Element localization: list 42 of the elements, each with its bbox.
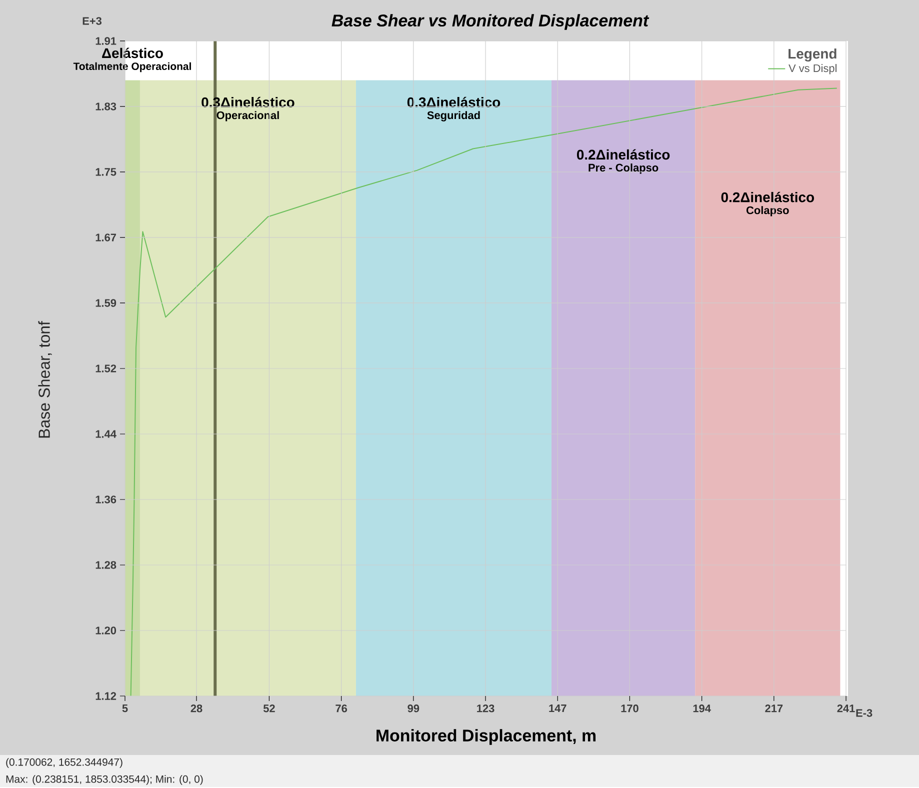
annotation: Totalmente Operacional bbox=[73, 62, 191, 72]
y-tick-label: 1.75 bbox=[96, 168, 116, 176]
annotation: Operacional bbox=[216, 111, 279, 122]
y-axis-title: Base Shear, tonf bbox=[38, 320, 52, 438]
line-series bbox=[130, 88, 838, 696]
text: Max: (0.238151, 1853.033544); Min: (0, 0) bbox=[6, 775, 203, 785]
x-tick-label: 123 bbox=[477, 704, 494, 712]
y-tick-label: 1.52 bbox=[96, 364, 116, 372]
band-label: 0.2Δinelástico bbox=[721, 192, 814, 202]
x-tick-label: 241 bbox=[837, 704, 855, 712]
x-tick-label: 28 bbox=[190, 704, 202, 712]
legend-label: V vs Displ bbox=[788, 64, 836, 74]
text: E-3 bbox=[856, 709, 872, 717]
x-tick-label: 5 bbox=[122, 704, 128, 712]
text: (0.170062, 1652.344947) bbox=[6, 758, 122, 768]
y-tick-label: 1.36 bbox=[96, 496, 116, 504]
chart-title: Base Shear vs Monitored Displacement bbox=[332, 14, 650, 30]
x-tick-label: 99 bbox=[408, 704, 420, 712]
x-axis-title: Monitored Displacement, m bbox=[376, 729, 596, 745]
y-tick-label: 1.67 bbox=[96, 234, 116, 242]
y-tick-label: 1.20 bbox=[96, 626, 116, 634]
y-tick-label: 1.59 bbox=[96, 299, 116, 307]
x-tick-label: 217 bbox=[765, 704, 783, 712]
y-tick-label: 1.91 bbox=[96, 37, 116, 45]
band-label: 0.3Δinelástico bbox=[202, 96, 294, 108]
band-label: Δelástico bbox=[102, 48, 163, 58]
legend-title: Legend bbox=[788, 48, 836, 62]
band-label: 0.3Δinelástico bbox=[407, 96, 500, 108]
x-tick-label: 52 bbox=[263, 704, 275, 712]
annotation: Colapso bbox=[746, 206, 789, 216]
y-tick-label: 1.12 bbox=[96, 692, 116, 700]
y-tick-label: 1.83 bbox=[96, 102, 116, 110]
annotation: Seguridad bbox=[427, 111, 480, 122]
x-tick-label: 194 bbox=[693, 704, 711, 712]
y-tick-label: 1.44 bbox=[96, 430, 116, 438]
x-tick-label: 147 bbox=[549, 704, 566, 712]
annotation: Pre - Colapso bbox=[588, 163, 658, 174]
text: E+3 bbox=[82, 17, 102, 25]
y-tick-label: 1.28 bbox=[96, 561, 116, 569]
x-tick-label: 170 bbox=[621, 704, 638, 712]
x-tick-label: 76 bbox=[336, 704, 348, 712]
band-label: 0.2Δinelástico bbox=[576, 149, 670, 160]
